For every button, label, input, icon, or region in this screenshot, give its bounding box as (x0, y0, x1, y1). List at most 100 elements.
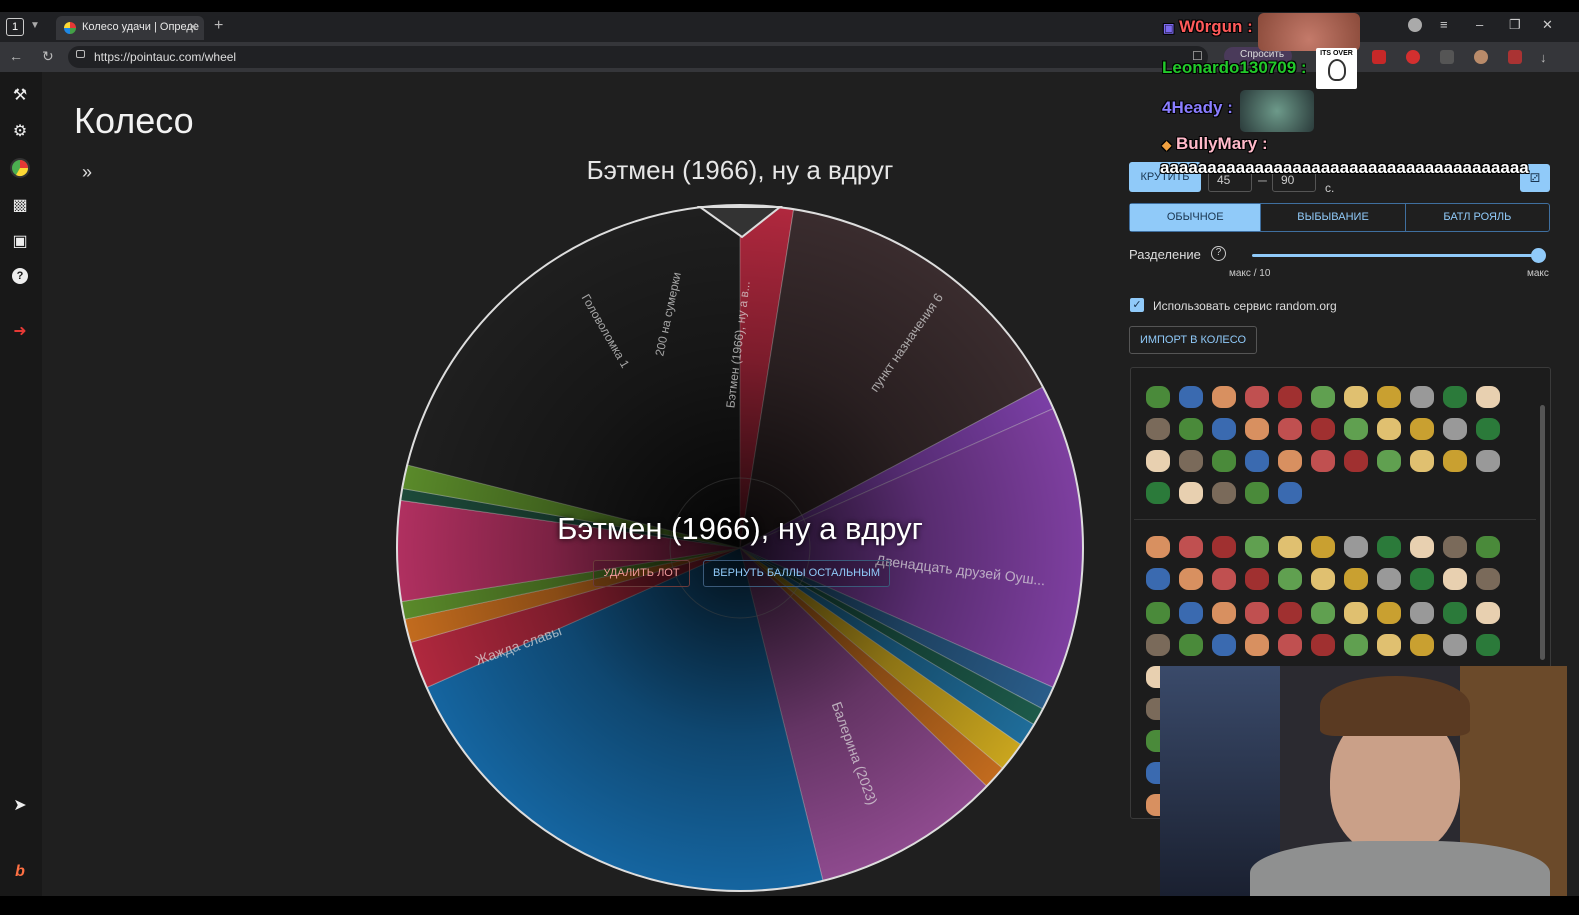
expand-panel-icon[interactable]: » (82, 162, 93, 182)
emote-item[interactable] (1278, 450, 1302, 472)
tab-count-button[interactable]: 1 (6, 18, 24, 36)
emote-item[interactable] (1410, 634, 1434, 656)
emote-item[interactable] (1146, 634, 1170, 656)
emote-item[interactable] (1377, 418, 1401, 440)
random-dice-icon[interactable]: ⚂ (1520, 164, 1550, 192)
extension-icon[interactable] (1440, 50, 1454, 64)
emote-item[interactable] (1443, 602, 1467, 624)
emote-item[interactable] (1344, 568, 1368, 590)
emote-item[interactable] (1146, 536, 1170, 558)
emote-item[interactable] (1146, 568, 1170, 590)
emote-item[interactable] (1212, 450, 1236, 472)
new-tab-icon[interactable]: + (214, 17, 224, 34)
browser-tab[interactable]: Колесо удачи | Опреде ✕ (56, 16, 204, 40)
emote-item[interactable] (1179, 386, 1203, 408)
emote-item[interactable] (1443, 536, 1467, 558)
stats-icon[interactable]: ▩ (12, 197, 28, 214)
emote-item[interactable] (1212, 602, 1236, 624)
emote-item[interactable] (1344, 450, 1368, 472)
emote-item[interactable] (1212, 568, 1236, 590)
emote-item[interactable] (1344, 634, 1368, 656)
emote-item[interactable] (1377, 536, 1401, 558)
menu-icon[interactable]: ≡ (1440, 17, 1448, 32)
profile-icon[interactable] (1408, 18, 1422, 32)
emote-item[interactable] (1443, 450, 1467, 472)
emote-item[interactable] (1245, 450, 1269, 472)
tab-elimination[interactable]: ВЫБЫВАНИЕ (1261, 204, 1406, 231)
emote-item[interactable] (1377, 602, 1401, 624)
history-icon[interactable]: ▣ (12, 233, 28, 250)
emote-item[interactable] (1179, 634, 1203, 656)
telegram-icon[interactable]: ➤ (13, 797, 27, 814)
emote-item[interactable] (1146, 482, 1170, 504)
emote-item[interactable] (1344, 386, 1368, 408)
emote-item[interactable] (1311, 418, 1335, 440)
address-bar[interactable]: https://pointauc.com/wheel (68, 46, 1208, 68)
wheel-chart[interactable]: Бэтмен (1966), ну а в... пункт назначения… (390, 195, 1090, 895)
download-icon[interactable]: ↓ (1540, 50, 1547, 65)
boosty-icon[interactable]: b (15, 863, 25, 880)
emote-item[interactable] (1245, 602, 1269, 624)
emote-item[interactable] (1278, 634, 1302, 656)
emote-item[interactable] (1245, 482, 1269, 504)
import-to-wheel-button[interactable]: ИМПОРТ В КОЛЕСО (1129, 326, 1257, 354)
emote-item[interactable] (1410, 568, 1434, 590)
extension-icon[interactable] (1406, 50, 1420, 64)
emote-item[interactable] (1311, 602, 1335, 624)
close-tab-icon[interactable]: ✕ (187, 20, 198, 34)
return-points-button[interactable]: ВЕРНУТЬ БАЛЛЫ ОСТАЛЬНЫМ (703, 560, 890, 587)
randomorg-checkbox[interactable]: ✓ (1130, 298, 1144, 312)
emote-item[interactable] (1212, 386, 1236, 408)
emote-item[interactable] (1146, 418, 1170, 440)
emote-item[interactable] (1278, 568, 1302, 590)
help-icon[interactable]: ? (1211, 246, 1226, 261)
emote-item[interactable] (1443, 568, 1467, 590)
range-to-input[interactable]: 90 (1272, 168, 1316, 192)
emote-item[interactable] (1443, 634, 1467, 656)
emote-item[interactable] (1245, 386, 1269, 408)
emote-item[interactable] (1179, 568, 1203, 590)
emote-item[interactable] (1476, 602, 1500, 624)
emote-item[interactable] (1311, 386, 1335, 408)
split-slider-thumb[interactable] (1531, 248, 1546, 263)
emote-scrollbar[interactable] (1540, 405, 1545, 660)
emote-item[interactable] (1410, 450, 1434, 472)
emote-item[interactable] (1476, 634, 1500, 656)
emote-item[interactable] (1410, 536, 1434, 558)
minimize-icon[interactable]: – (1476, 17, 1484, 32)
emote-item[interactable] (1377, 386, 1401, 408)
settings-icon[interactable]: ⚙ (12, 123, 28, 140)
emote-item[interactable] (1443, 386, 1467, 408)
emote-item[interactable] (1179, 536, 1203, 558)
emote-item[interactable] (1146, 450, 1170, 472)
emote-item[interactable] (1179, 418, 1203, 440)
emote-item[interactable] (1476, 386, 1500, 408)
emote-item[interactable] (1377, 634, 1401, 656)
emote-item[interactable] (1146, 602, 1170, 624)
emote-item[interactable] (1212, 634, 1236, 656)
emote-item[interactable] (1278, 386, 1302, 408)
emote-item[interactable] (1179, 482, 1203, 504)
emote-item[interactable] (1212, 418, 1236, 440)
emote-item[interactable] (1245, 536, 1269, 558)
emote-item[interactable] (1278, 482, 1302, 504)
emote-item[interactable] (1212, 536, 1236, 558)
emote-item[interactable] (1278, 418, 1302, 440)
emote-item[interactable] (1476, 568, 1500, 590)
emote-item[interactable] (1278, 536, 1302, 558)
tab-normal[interactable]: ОБЫЧНОЕ (1130, 204, 1262, 231)
emote-item[interactable] (1377, 568, 1401, 590)
tab-list-chevron-icon[interactable]: ▼ (30, 20, 40, 31)
delete-lot-button[interactable]: УДАЛИТЬ ЛОТ (593, 560, 690, 587)
emote-item[interactable] (1344, 536, 1368, 558)
back-icon[interactable]: ← (9, 48, 23, 64)
range-from-input[interactable]: 45 (1208, 168, 1252, 192)
close-window-icon[interactable]: ✕ (1542, 17, 1553, 32)
emote-item[interactable] (1311, 450, 1335, 472)
extension-icon[interactable] (1508, 50, 1522, 64)
emote-item[interactable] (1245, 568, 1269, 590)
spin-button[interactable]: КРУТИТЬ (1129, 162, 1201, 192)
emote-item[interactable] (1443, 418, 1467, 440)
help-icon[interactable]: ? (12, 268, 28, 284)
emote-item[interactable] (1278, 602, 1302, 624)
